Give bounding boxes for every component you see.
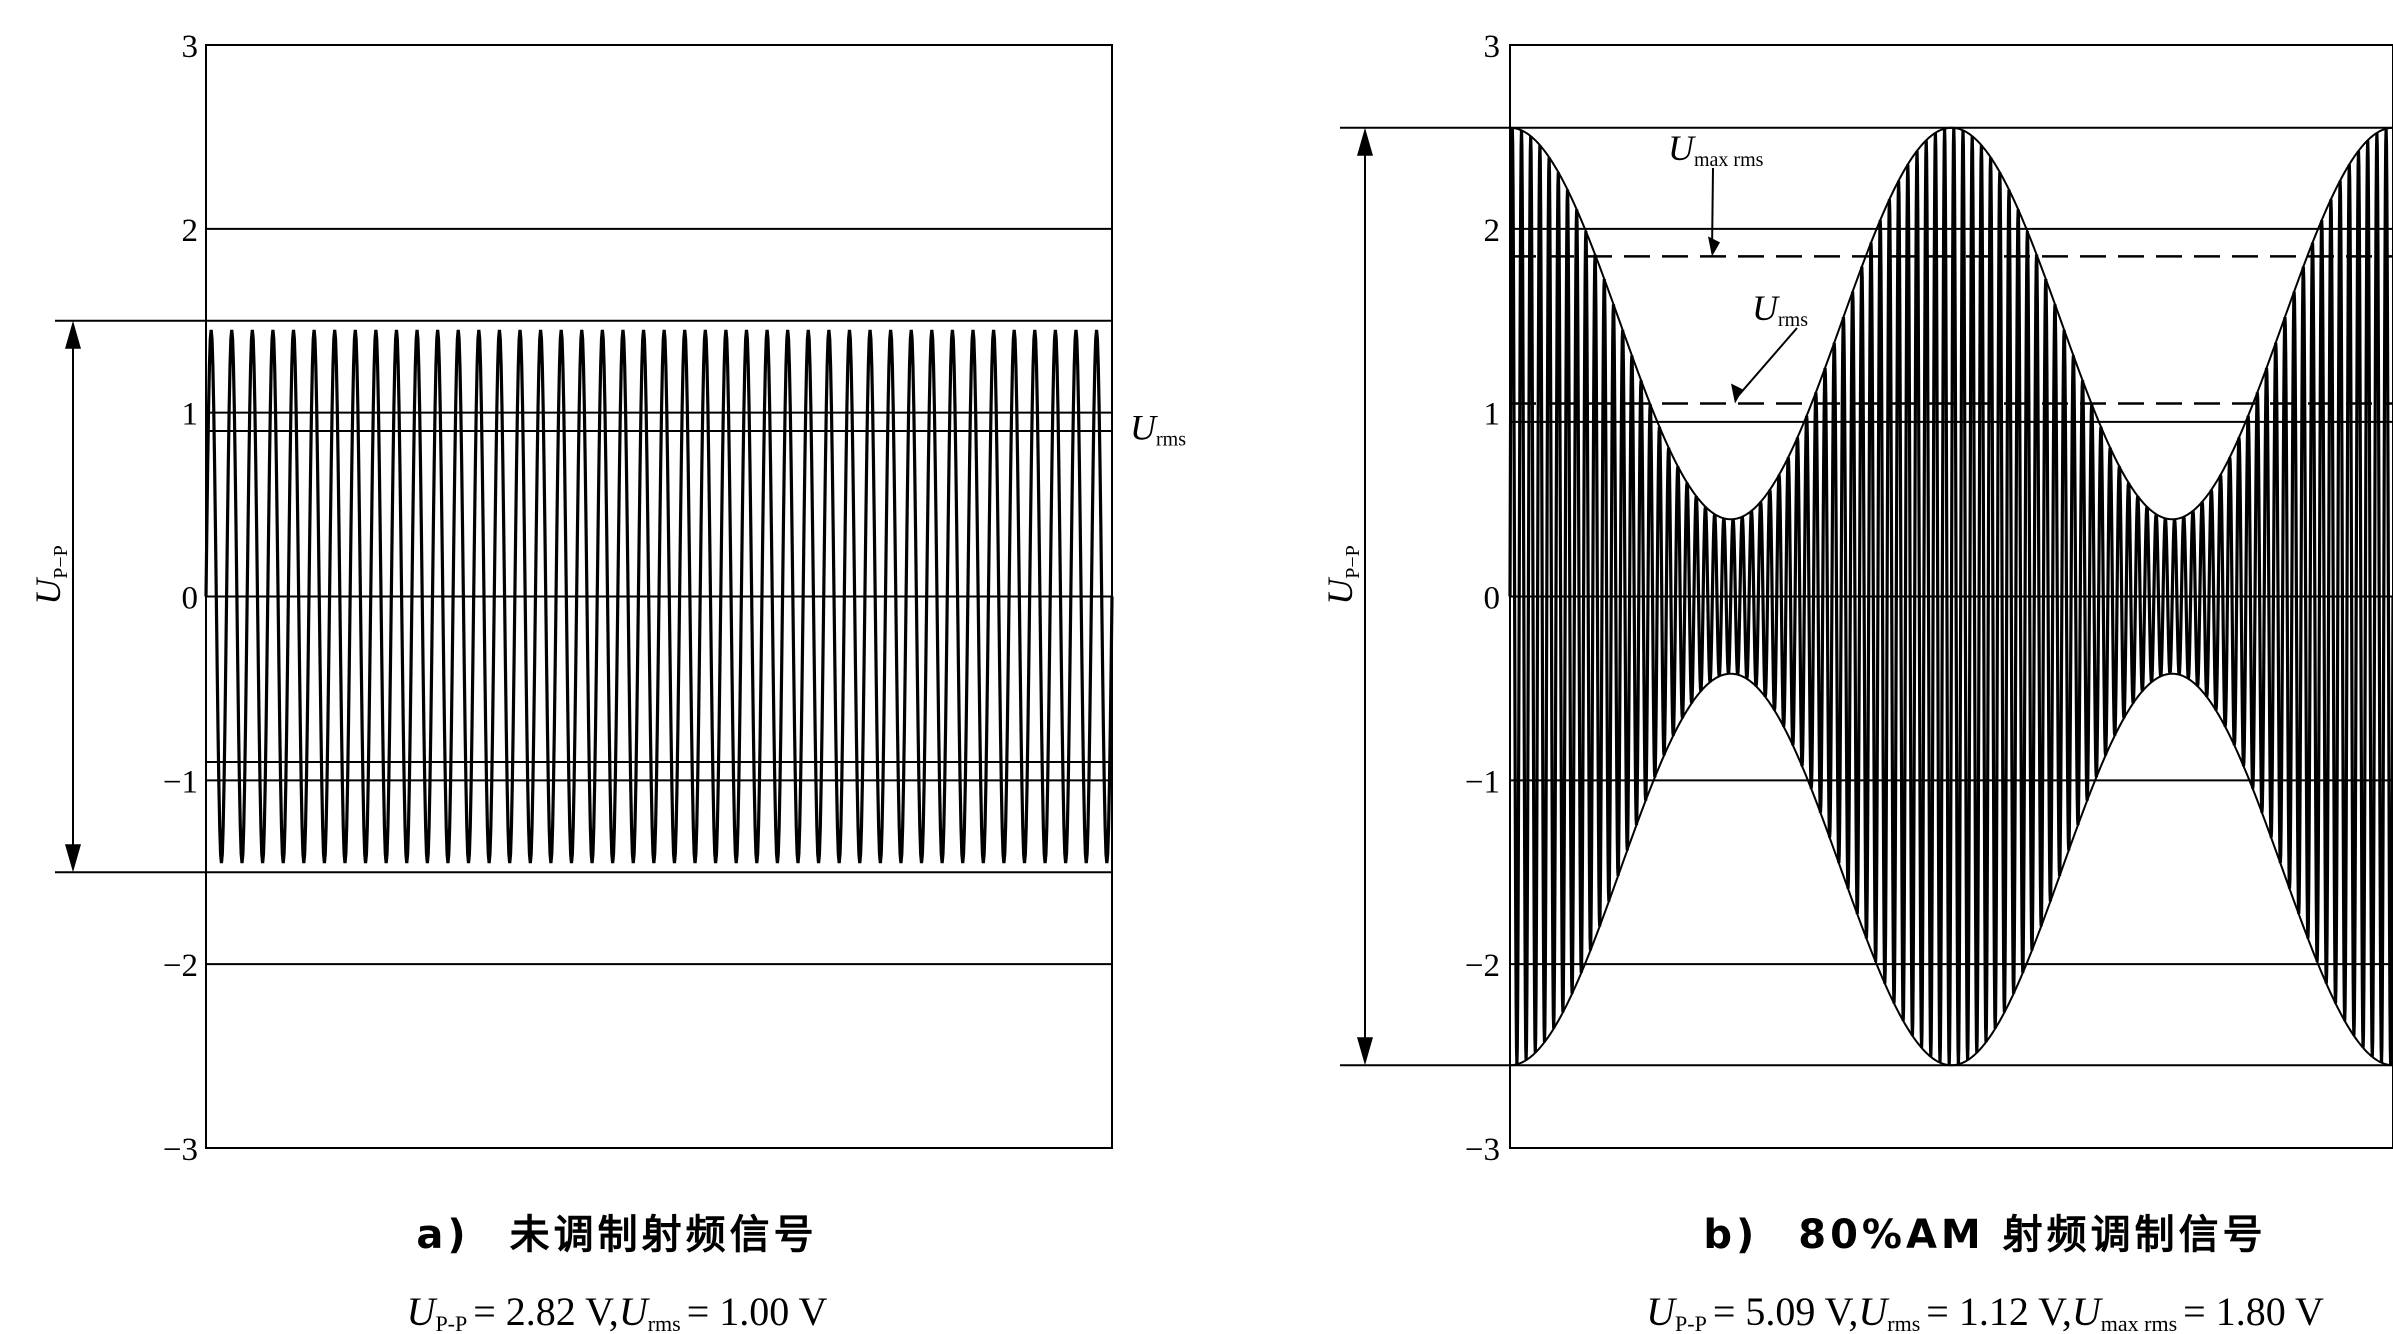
panel-a-annotations: Urms bbox=[1130, 407, 1186, 450]
annotation-label: Urms bbox=[1130, 407, 1186, 450]
y-tick-label: −3 bbox=[163, 1132, 198, 1168]
y-tick-label: 3 bbox=[1484, 29, 1501, 65]
y-tick-label: 0 bbox=[1484, 581, 1501, 617]
annotation-leader bbox=[1711, 167, 1714, 253]
panel-a-caption: a) 未调制射频信号 bbox=[416, 1212, 817, 1258]
rms-symbol: U bbox=[619, 1289, 651, 1334]
panel-b-y-ticks: 3 2 1 0 −1 −2 −3 bbox=[1465, 29, 1500, 1168]
y-tick-label: −1 bbox=[1465, 764, 1500, 800]
annotation-label: Urms bbox=[1752, 288, 1808, 331]
panel-a-label: a) bbox=[416, 1212, 469, 1258]
pp-label: UP−P bbox=[1320, 545, 1364, 605]
y-tick-label: −1 bbox=[163, 764, 198, 800]
panel-a-pp-marker: UP−P bbox=[28, 320, 81, 873]
pp-subscript: P-P bbox=[1675, 1311, 1707, 1334]
y-tick-label: −2 bbox=[1465, 948, 1500, 984]
pp-arrow-head-bottom bbox=[1357, 1037, 1373, 1066]
pp-symbol: U bbox=[1646, 1289, 1678, 1334]
panel-b-plot bbox=[1340, 44, 2393, 1149]
pp-arrow-head-top bbox=[65, 320, 81, 349]
panel-b-formula: UP-P = 5.09 V,Urms = 1.12 V,Umax rms = 1.80… bbox=[1646, 1289, 2324, 1334]
annotation-arrowhead bbox=[1731, 383, 1743, 404]
y-tick-label: 2 bbox=[1484, 213, 1501, 249]
max-rms-subscript: max rms bbox=[2101, 1311, 2177, 1334]
pp-arrow-head-bottom bbox=[65, 844, 81, 873]
y-tick-label: 0 bbox=[182, 581, 199, 617]
panel-b-pp-marker: UP−P bbox=[1320, 127, 1373, 1066]
rms-subscript: rms bbox=[648, 1311, 681, 1334]
panel-a-y-ticks: 3 2 1 0 −1 −2 −3 bbox=[163, 29, 198, 1168]
y-tick-label: 2 bbox=[182, 213, 199, 249]
panel-b-caption: b) 80%AM 射频调制信号 bbox=[1703, 1212, 2266, 1258]
panel-b-caption-text: 80%AM 射频调制信号 bbox=[1798, 1212, 2266, 1258]
pp-symbol: U bbox=[407, 1289, 439, 1334]
annotation-leader bbox=[1734, 327, 1798, 401]
y-tick-label: 3 bbox=[182, 29, 199, 65]
pp-value: = 5.09 V, bbox=[1713, 1289, 1859, 1334]
y-tick-label: 1 bbox=[1484, 397, 1501, 433]
rms-subscript: rms bbox=[1887, 1311, 1920, 1334]
pp-arrow-head-top bbox=[1357, 127, 1373, 156]
panel-b-annotations: Umax rms Urms bbox=[1668, 128, 1808, 404]
pp-subscript: P-P bbox=[435, 1311, 467, 1334]
y-tick-label: −2 bbox=[163, 948, 198, 984]
y-tick-label: 1 bbox=[182, 397, 199, 433]
panel-a-caption-text: 未调制射频信号 bbox=[510, 1212, 818, 1258]
y-tick-label: −3 bbox=[1465, 1132, 1500, 1168]
pp-value: = 2.82 V, bbox=[473, 1289, 619, 1334]
annotation-label: Umax rms bbox=[1668, 128, 1764, 171]
rms-value: = 1.00 V bbox=[687, 1289, 828, 1334]
envelope-line bbox=[1509, 672, 2393, 1067]
annotation-arrowhead bbox=[1708, 236, 1720, 257]
max-rms-symbol: U bbox=[2072, 1289, 2104, 1334]
envelope-line bbox=[1509, 126, 2393, 521]
max-rms-value: = 1.80 V bbox=[2183, 1289, 2324, 1334]
waveform-line bbox=[1508, 127, 2393, 1066]
rms-symbol: U bbox=[1858, 1289, 1890, 1334]
panel-b-label: b) bbox=[1703, 1212, 1758, 1258]
panel-a-formula: UP-P = 2.82 V,Urms = 1.00 V bbox=[407, 1289, 828, 1334]
pp-label: UP−P bbox=[28, 545, 72, 605]
rms-value: = 1.12 V, bbox=[1926, 1289, 2072, 1334]
panel-a-plot bbox=[55, 44, 1114, 1149]
waveform-line bbox=[204, 329, 1114, 864]
